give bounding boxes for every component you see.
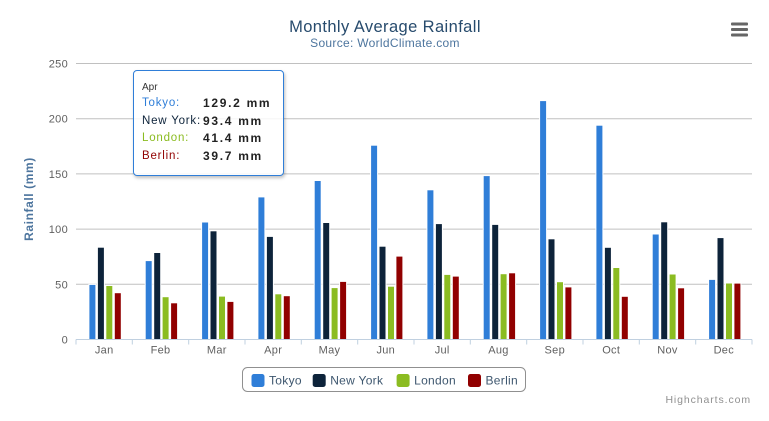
svg-text:Jun: Jun <box>376 345 395 357</box>
svg-text:New York: New York <box>330 374 384 388</box>
svg-text:Berlin: Berlin <box>486 374 518 388</box>
svg-text:Feb: Feb <box>151 345 171 357</box>
svg-text:Jan: Jan <box>95 345 114 357</box>
svg-text:0: 0 <box>62 335 68 347</box>
svg-text:London: London <box>414 374 456 388</box>
svg-text:Apr: Apr <box>264 345 282 357</box>
svg-text:150: 150 <box>49 169 68 181</box>
svg-text:Highcharts.com: Highcharts.com <box>665 394 751 406</box>
svg-text:Dec: Dec <box>714 345 735 357</box>
svg-text:200: 200 <box>49 114 68 126</box>
svg-text:100: 100 <box>49 224 68 236</box>
svg-text:50: 50 <box>55 279 68 291</box>
svg-text:Rainfall (mm): Rainfall (mm) <box>22 157 36 241</box>
svg-text:Source: WorldClimate.com: Source: WorldClimate.com <box>310 36 460 50</box>
svg-text:Nov: Nov <box>657 345 678 357</box>
svg-text:Aug: Aug <box>488 345 508 357</box>
svg-text:Oct: Oct <box>602 345 620 357</box>
svg-text:Sep: Sep <box>545 345 565 357</box>
svg-text:Monthly Average Rainfall: Monthly Average Rainfall <box>289 18 481 36</box>
svg-text:May: May <box>319 345 341 357</box>
svg-text:Jul: Jul <box>435 345 450 357</box>
svg-text:250: 250 <box>49 59 68 71</box>
svg-text:Tokyo: Tokyo <box>269 374 302 388</box>
svg-text:Mar: Mar <box>207 345 227 357</box>
